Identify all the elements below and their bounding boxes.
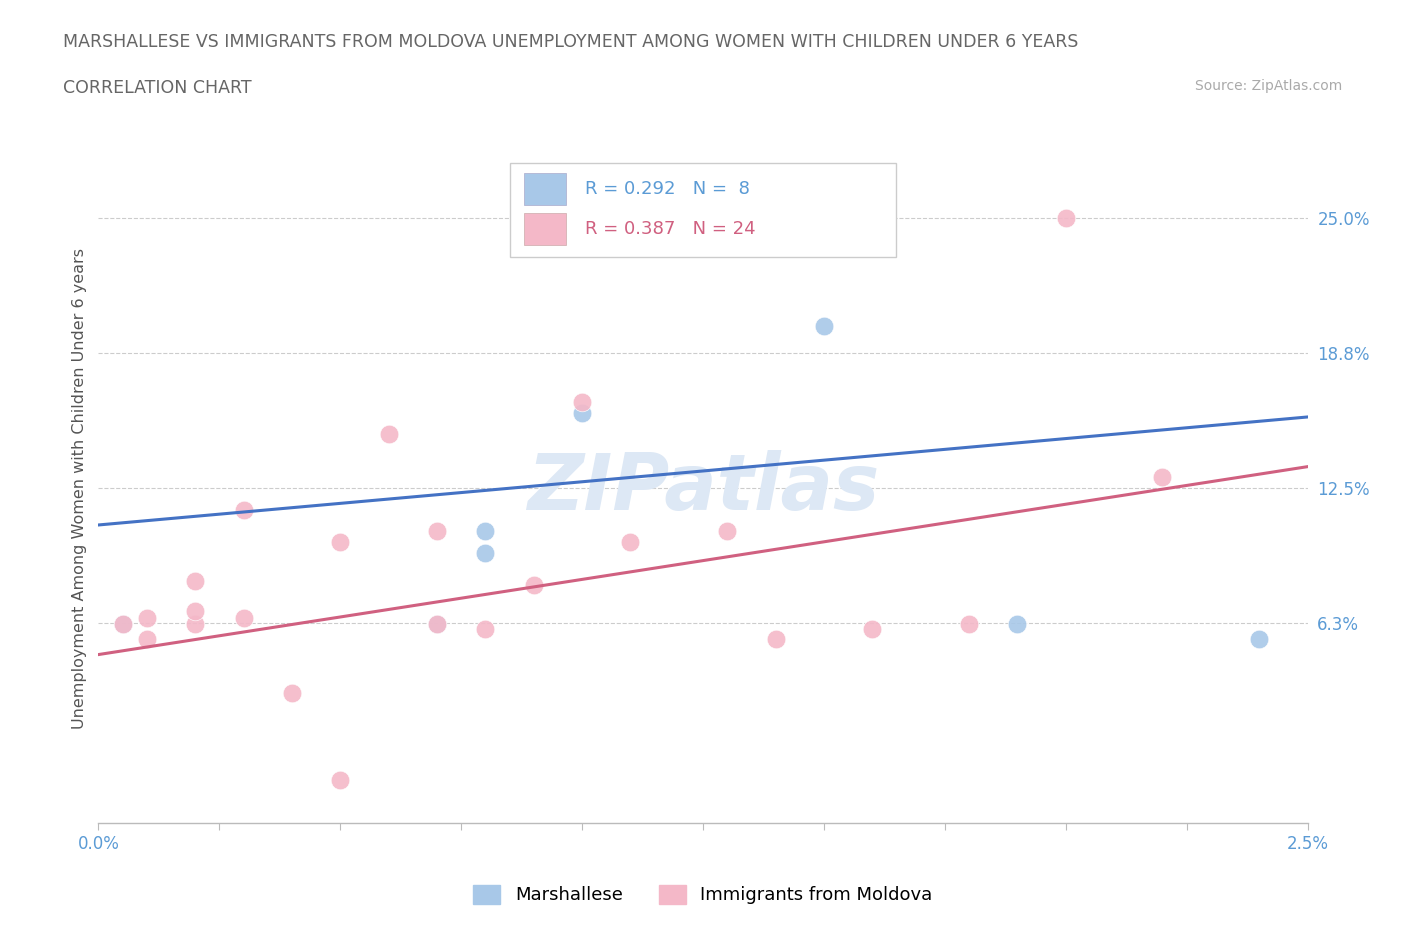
FancyBboxPatch shape bbox=[524, 173, 567, 205]
Point bbox=[1249, 632, 1271, 647]
Point bbox=[184, 604, 207, 618]
Point bbox=[619, 535, 641, 550]
Point bbox=[111, 617, 134, 631]
Point bbox=[135, 632, 157, 647]
Legend: Marshallese, Immigrants from Moldova: Marshallese, Immigrants from Moldova bbox=[467, 878, 939, 911]
FancyBboxPatch shape bbox=[509, 164, 897, 258]
Point bbox=[184, 617, 207, 631]
Text: CORRELATION CHART: CORRELATION CHART bbox=[63, 79, 252, 97]
Point bbox=[111, 617, 134, 631]
Point bbox=[1007, 617, 1029, 631]
Text: R = 0.387   N = 24: R = 0.387 N = 24 bbox=[585, 220, 755, 238]
Point bbox=[716, 524, 738, 538]
Point bbox=[813, 319, 835, 334]
FancyBboxPatch shape bbox=[524, 213, 567, 246]
Point bbox=[329, 535, 352, 550]
Point bbox=[281, 686, 304, 701]
Point bbox=[426, 617, 449, 631]
Y-axis label: Unemployment Among Women with Children Under 6 years: Unemployment Among Women with Children U… bbox=[72, 247, 87, 729]
Point bbox=[232, 502, 254, 517]
Point bbox=[329, 773, 352, 788]
Point bbox=[1152, 470, 1174, 485]
Point bbox=[571, 405, 593, 420]
Point bbox=[184, 574, 207, 589]
Point bbox=[135, 610, 157, 625]
Point bbox=[377, 427, 399, 442]
Point bbox=[860, 621, 883, 636]
Text: Source: ZipAtlas.com: Source: ZipAtlas.com bbox=[1195, 79, 1343, 93]
Point bbox=[426, 524, 449, 538]
Point bbox=[571, 394, 593, 409]
Point bbox=[232, 610, 254, 625]
Text: ZIPatlas: ZIPatlas bbox=[527, 450, 879, 526]
Point bbox=[523, 578, 546, 593]
Point bbox=[1054, 211, 1077, 226]
Text: MARSHALLESE VS IMMIGRANTS FROM MOLDOVA UNEMPLOYMENT AMONG WOMEN WITH CHILDREN UN: MARSHALLESE VS IMMIGRANTS FROM MOLDOVA U… bbox=[63, 33, 1078, 50]
Text: R = 0.292   N =  8: R = 0.292 N = 8 bbox=[585, 179, 749, 198]
Point bbox=[957, 617, 980, 631]
Point bbox=[474, 524, 496, 538]
Point bbox=[474, 546, 496, 561]
Point bbox=[426, 617, 449, 631]
Point bbox=[474, 621, 496, 636]
Point bbox=[765, 632, 787, 647]
